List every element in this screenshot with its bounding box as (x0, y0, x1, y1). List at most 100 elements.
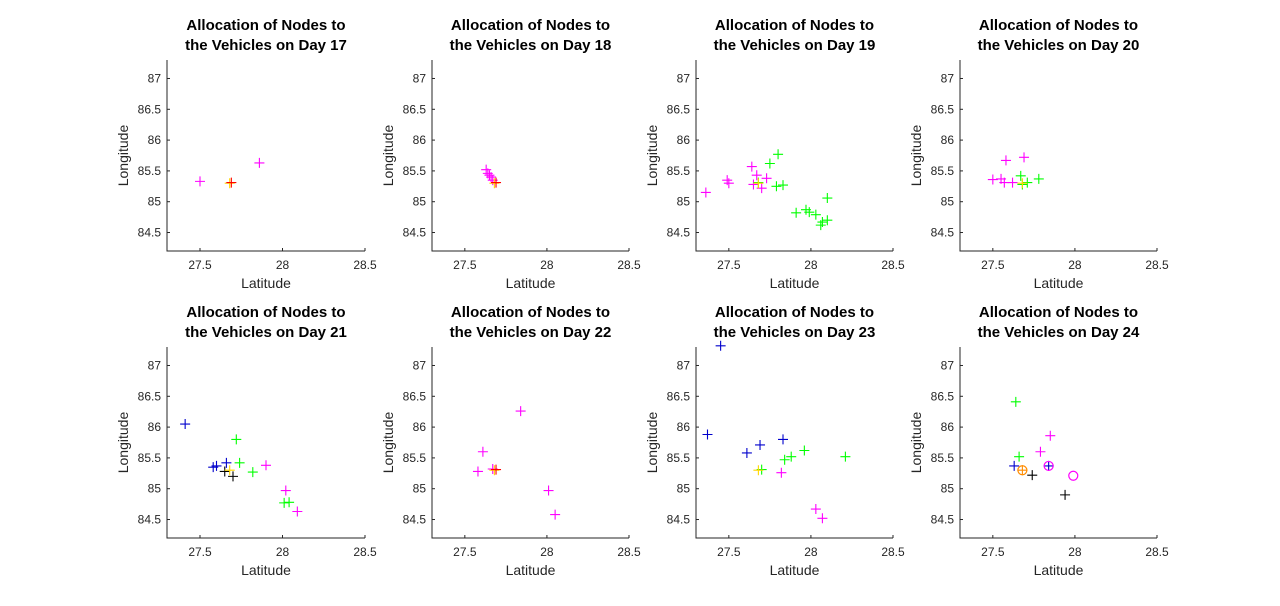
data-point-vehicle-magenta (477, 446, 488, 457)
data-point-vehicle-green (810, 209, 821, 220)
y-tick-label: 85 (677, 195, 691, 209)
y-tick-label: 84.5 (931, 226, 955, 240)
data-point-vehicle-green (773, 149, 784, 160)
data-point-vehicle-magenta (280, 485, 291, 496)
x-axis-label: Latitude (1034, 562, 1084, 578)
axis-lines (959, 60, 1157, 252)
axis-lines (695, 60, 893, 252)
y-axis-label: Longitude (115, 125, 131, 187)
chart-title-line: the Vehicles on Day 22 (450, 324, 612, 341)
axis-lines (166, 60, 365, 252)
data-point-vehicle-magenta (254, 157, 265, 168)
y-tick-label: 87 (413, 358, 427, 372)
data-point-vehicle-yellow (489, 465, 500, 476)
y-tick-label: 84.5 (667, 226, 691, 240)
subplot-day-panel: Allocation of Nodes to the Vehicles on Da… (908, 17, 1169, 291)
y-tick-label: 86 (941, 133, 955, 147)
chart-title-line: the Vehicles on Day 19 (714, 37, 876, 54)
y-axis-label: Longitude (644, 125, 660, 187)
data-point-vehicle-yellow (753, 178, 764, 189)
data-point-vehicle-blue (221, 457, 232, 468)
x-tick-label: 27.5 (981, 545, 1005, 559)
y-tick-label: 86.5 (931, 102, 955, 116)
y-tick-label: 86 (413, 133, 427, 147)
data-point-vehicle-orange-circle (1017, 465, 1028, 476)
chart-title-line: Allocation of Nodes to (451, 17, 610, 34)
y-tick-label: 85 (148, 482, 162, 496)
data-point-vehicle-blue (755, 439, 766, 450)
chart-title-line: Allocation of Nodes to (186, 17, 345, 34)
y-tick-label: 85.5 (138, 451, 162, 465)
data-point-vehicle-magenta (195, 176, 205, 187)
y-tick-label: 86.5 (667, 102, 691, 116)
subplot-day-panel: Allocation of Nodes to the Vehicles on Da… (115, 17, 377, 291)
data-point-vehicle-red (491, 177, 502, 188)
data-point-vehicle-orange (1017, 465, 1028, 476)
y-tick-label: 85.5 (403, 451, 427, 465)
x-tick-label: 28.5 (1145, 545, 1169, 559)
chart-title-line: the Vehicles on Day 18 (450, 37, 612, 54)
y-tick-label: 86 (148, 133, 162, 147)
data-point-vehicle-yellow (224, 178, 235, 189)
data-point-vehicle-green (284, 497, 295, 508)
y-tick-label: 84.5 (667, 513, 691, 527)
x-tick-label: 28 (276, 258, 290, 272)
data-point-vehicle-magenta (1019, 152, 1030, 163)
y-tick-label: 87 (413, 71, 427, 85)
x-tick-label: 28 (540, 545, 554, 559)
y-tick-label: 84.5 (403, 226, 427, 240)
x-tick-label: 27.5 (717, 258, 741, 272)
y-tick-label: 86.5 (138, 102, 162, 116)
data-point-vehicle-magenta (746, 161, 757, 172)
data-point-vehicle-green (822, 215, 833, 226)
chart-title-line: Allocation of Nodes to (979, 17, 1138, 34)
data-point-vehicle-magenta (761, 173, 772, 184)
data-point-vehicle-black (228, 471, 238, 482)
y-axis-label: Longitude (115, 412, 131, 474)
y-tick-label: 85 (413, 482, 427, 496)
data-point-vehicle-blue (211, 460, 222, 471)
y-tick-label: 86 (413, 420, 427, 434)
data-point-vehicle-blue (180, 419, 191, 430)
y-tick-label: 87 (677, 71, 691, 85)
y-tick-label: 87 (148, 71, 162, 85)
data-point-vehicle-magenta (776, 467, 787, 478)
data-point-vehicle-blue (702, 429, 713, 440)
data-point-vehicle-magenta (810, 504, 821, 515)
y-tick-label: 86.5 (403, 102, 427, 116)
x-axis-label: Latitude (241, 275, 291, 291)
chart-title-line: Allocation of Nodes to (715, 304, 874, 321)
x-tick-label: 28.5 (881, 545, 905, 559)
x-tick-label: 27.5 (188, 258, 212, 272)
chart-title-line: the Vehicles on Day 20 (978, 37, 1140, 54)
chart-title-line: Allocation of Nodes to (979, 304, 1138, 321)
y-tick-label: 85 (941, 482, 955, 496)
data-point-vehicle-magenta (261, 460, 271, 471)
x-tick-label: 28 (540, 258, 554, 272)
y-tick-label: 87 (941, 71, 955, 85)
chart-title-line: the Vehicles on Day 24 (978, 324, 1140, 341)
axis-lines (431, 347, 629, 539)
x-tick-label: 28.5 (617, 545, 641, 559)
data-point-vehicle-green (279, 497, 290, 508)
chart-title-line: Allocation of Nodes to (451, 304, 610, 321)
data-point-vehicle-yellow (224, 465, 235, 476)
data-point-vehicle-magenta (751, 170, 762, 181)
axis-lines (166, 347, 365, 539)
y-axis-label: Longitude (908, 125, 924, 187)
x-axis-label: Latitude (770, 562, 820, 578)
data-point-vehicle-green (247, 467, 258, 478)
data-point-vehicle-magenta (700, 187, 711, 198)
data-point-vehicle-yellow (1017, 178, 1028, 189)
x-axis-label: Latitude (506, 275, 556, 291)
data-point-vehicle-yellow (753, 465, 764, 476)
y-tick-label: 85 (413, 195, 427, 209)
chart-title-line: the Vehicles on Day 23 (714, 324, 876, 341)
data-point-vehicle-magenta (515, 406, 526, 417)
data-point-vehicle-magenta (987, 174, 998, 185)
y-tick-label: 87 (941, 358, 955, 372)
data-point-vehicle-magenta (1000, 155, 1011, 166)
data-point-vehicle-green (840, 451, 851, 462)
data-point-vehicle-magenta (1045, 430, 1056, 441)
y-tick-label: 85.5 (667, 164, 691, 178)
